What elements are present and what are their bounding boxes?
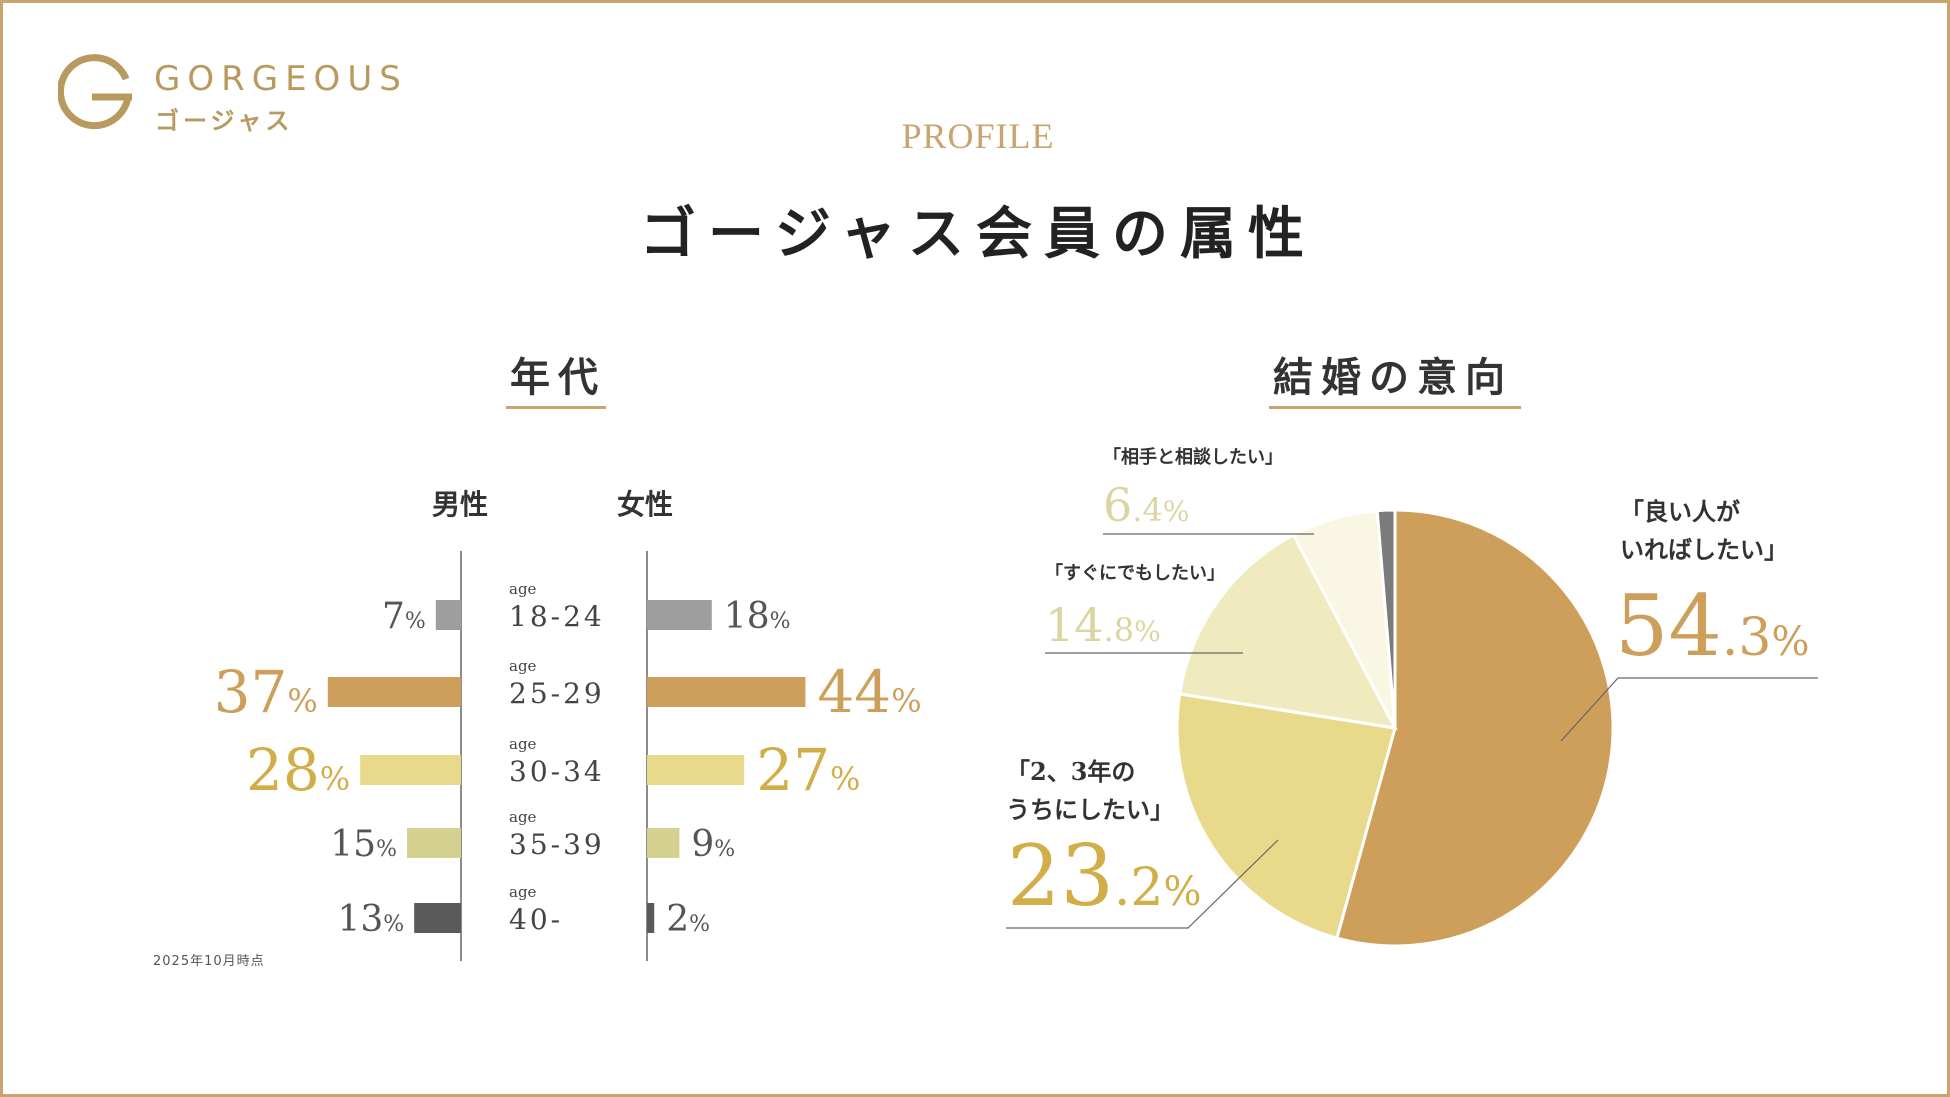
gorgeous-g-icon: [58, 54, 132, 130]
female-value-label: 44%: [817, 658, 921, 726]
female-value-unit: %: [830, 760, 860, 798]
pie-value-unit: %: [1772, 619, 1810, 665]
brand-name: GORGEOUS: [154, 59, 408, 99]
footnote: 2025年10月時点: [153, 954, 265, 969]
pie-category-label: 「良い人が: [1620, 497, 1740, 526]
pie-slice: [1334, 508, 1615, 948]
age-category-label: 30-34: [509, 755, 605, 788]
age-section-title: 年代: [510, 354, 606, 401]
pie-category-label: いればしたい」: [1620, 535, 1788, 564]
male-value-label: 7%: [382, 596, 426, 637]
male-bar: [327, 677, 461, 707]
pie-value-decimal: .2: [1114, 858, 1164, 918]
page-title: ゴージャス会員の属性: [639, 201, 1317, 267]
pie-category-label: 「すぐにでもしたい」: [1045, 562, 1225, 584]
female-bar: [647, 755, 745, 785]
pie-value-label: 23.2%: [1007, 827, 1202, 925]
pie-slice: [1175, 692, 1397, 940]
female-series-label: 女性: [617, 488, 673, 521]
female-bar: [647, 677, 806, 707]
male-bar: [360, 755, 461, 785]
male-value-unit: %: [383, 912, 404, 937]
pie-leader-line: [1006, 839, 1279, 929]
brand-logo: GORGEOUS ゴージャス: [58, 53, 458, 143]
male-value-unit: %: [376, 837, 397, 862]
age-prefix-label: age: [509, 657, 537, 675]
pie-category-label: 「2、3年の: [1006, 757, 1135, 786]
female-value-number: 18: [724, 596, 770, 637]
pie-value-unit: %: [1164, 869, 1202, 915]
female-value-unit: %: [770, 609, 791, 634]
male-value-number: 15: [330, 824, 376, 865]
male-series-label: 男性: [432, 488, 488, 521]
male-value-unit: %: [405, 609, 426, 634]
female-value-number: 27: [756, 736, 830, 804]
pie-slice: [1375, 508, 1397, 729]
age-prefix-label: age: [509, 883, 537, 901]
age-category-label: 35-39: [509, 828, 605, 861]
pie-value-label: 14.8%: [1045, 598, 1161, 652]
age-category-label: 25-29: [509, 677, 605, 710]
pie-value-label: 54.3%: [1615, 577, 1810, 675]
age-prefix-label: age: [509, 808, 537, 826]
male-value-unit: %: [287, 682, 317, 720]
pie-value-decimal: .8: [1104, 611, 1135, 649]
marriage-title-underline: [1269, 406, 1521, 409]
marriage-section-title: 結婚の意向: [1273, 354, 1513, 401]
female-value-label: 18%: [724, 596, 791, 637]
male-value-label: 15%: [330, 824, 397, 865]
brand-kana: ゴージャス: [155, 107, 294, 135]
pie-value-integer: 6: [1103, 478, 1132, 532]
male-value-number: 7: [382, 596, 405, 637]
pie-value-decimal: .3: [1722, 608, 1772, 668]
female-value-number: 9: [691, 824, 714, 865]
pie-value-unit: %: [1134, 615, 1161, 648]
female-value-unit: %: [689, 912, 710, 937]
female-value-unit: %: [891, 682, 921, 720]
pie-value-integer: 14: [1045, 598, 1104, 652]
pie-category-label: うちにしたい」: [1006, 795, 1174, 824]
female-bar: [647, 828, 680, 858]
male-value-number: 37: [214, 658, 288, 726]
pie-value-integer: 54: [1615, 577, 1722, 675]
male-bar: [407, 828, 461, 858]
pie-value-unit: %: [1163, 495, 1190, 528]
pie-leader-line: [1560, 677, 1818, 742]
male-value-number: 13: [337, 899, 383, 940]
female-value-label: 2%: [666, 899, 710, 940]
male-value-label: 28%: [246, 736, 350, 804]
age-title-underline: [506, 406, 606, 409]
age-category-label: 18-24: [509, 600, 605, 633]
female-value-number: 44: [817, 658, 891, 726]
female-value-label: 9%: [691, 824, 735, 865]
male-bar: [435, 600, 461, 630]
female-value-label: 27%: [756, 736, 860, 804]
eyebrow-label: PROFILE: [901, 116, 1055, 156]
pie-category-label: 「相手と相談したい」: [1103, 446, 1283, 468]
pie-value-label: 6.4%: [1103, 478, 1189, 532]
male-bar: [414, 903, 461, 933]
male-value-label: 37%: [214, 658, 318, 726]
age-prefix-label: age: [509, 580, 537, 598]
pie-value-decimal: .4: [1132, 491, 1163, 529]
female-value-unit: %: [714, 837, 735, 862]
female-bar: [647, 903, 655, 933]
male-value-unit: %: [320, 760, 350, 798]
age-category-label: 40-: [509, 903, 563, 936]
female-value-number: 2: [666, 899, 689, 940]
age-prefix-label: age: [509, 735, 537, 753]
male-value-number: 28: [246, 736, 320, 804]
pie-value-integer: 23: [1007, 827, 1114, 925]
female-bar: [647, 600, 712, 630]
male-value-label: 13%: [337, 899, 404, 940]
pie-slice: [1177, 532, 1398, 730]
